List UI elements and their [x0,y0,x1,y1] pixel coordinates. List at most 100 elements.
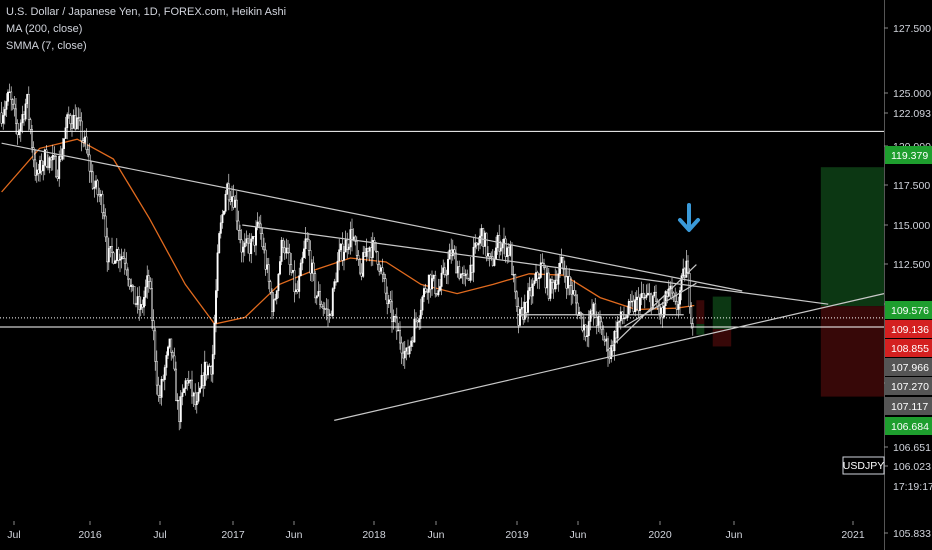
candle-body [104,215,107,238]
candle-body [103,212,105,217]
candle-body [389,299,392,302]
candle-body [392,315,395,322]
candle-body [336,260,339,283]
candle-body [280,239,283,262]
candle-body [480,228,483,237]
candle-body [568,276,571,286]
candle-body [66,114,69,129]
candle-body [565,276,568,289]
candle-body [210,366,213,375]
time-axis: Jul 2016 Jul 2017 Jun 2018 Jun 2019 Jun 2020 Jun 20… [7,521,865,541]
candle-body [154,330,157,362]
candle-body [509,244,512,256]
candle-body [311,262,313,274]
annotations [678,202,701,232]
candle-body [333,281,336,289]
candle-body [7,91,9,102]
candle-body [306,238,309,240]
candle-body [394,315,397,318]
candle-body [19,122,22,131]
candle-body [680,275,683,291]
candle-body [242,246,245,253]
candle-body [143,297,145,308]
candle-body [295,289,297,292]
candle-body [675,301,678,310]
price-tag-bg [885,146,932,164]
candle-body [339,243,342,251]
candle-body [447,259,449,275]
candle-body [146,275,149,288]
candle-body [181,392,184,397]
candle-body [474,242,477,248]
trade-zones [696,167,884,397]
candle-body [551,279,553,283]
candle-body [314,273,317,299]
candle-body [119,258,121,261]
candle-body [647,292,649,296]
candle-body [55,156,57,178]
candle-body [439,286,441,291]
candle-body [615,331,617,339]
candle-body [602,328,605,341]
candle-body [34,159,37,176]
price-tag-bg [885,397,932,415]
price-tag-label: 106.684 [891,421,929,433]
candle-body [189,379,192,382]
candle-body [127,269,129,280]
candle-body [59,156,62,160]
candle-body [555,279,558,285]
candle-body [47,166,49,169]
candle-body [221,214,224,224]
candle-body [432,274,435,279]
candle-body [491,256,494,266]
candle-body [165,355,168,368]
candle-body [690,306,693,324]
candle-body [416,320,419,323]
candle-body [331,288,334,317]
candle-body [320,304,323,308]
candle-body [552,282,555,290]
candle-body [415,318,417,322]
candle-body [186,380,189,384]
candle-body [275,290,278,300]
candle-body [440,272,443,287]
candle-body [467,278,470,281]
candle-body [315,295,318,299]
candle-body [250,238,253,254]
candle-body [317,291,320,297]
candle-body [618,320,621,323]
candle-body [223,210,225,215]
candle-body [650,293,653,309]
candle-body [682,268,685,277]
candle-body [255,227,257,246]
candle-body [125,262,128,271]
candle-body [26,94,29,104]
candle-body [579,311,582,315]
candle-body [285,247,288,254]
candle-body [239,230,241,241]
candle-body [354,236,357,242]
candle-body [511,244,513,275]
candle-body [528,287,531,291]
candle-body [58,156,61,179]
candle-body [631,300,633,303]
candle-body [63,138,65,149]
price-tag-bg [885,320,932,338]
candle-body [11,99,14,105]
trendline-2 [334,293,885,421]
candle-body [18,130,21,136]
candle-body [592,303,595,315]
candle-body [219,222,222,234]
candle-body [312,262,315,274]
candle-body [149,281,152,289]
candle-body [413,318,416,343]
candle-body [357,255,360,260]
candle-body [507,247,510,256]
candle-body [589,310,592,322]
candle-body [471,264,473,273]
candle-body [117,249,120,261]
candle-body [231,196,233,202]
candle-body [435,293,438,296]
candle-body [637,296,640,311]
